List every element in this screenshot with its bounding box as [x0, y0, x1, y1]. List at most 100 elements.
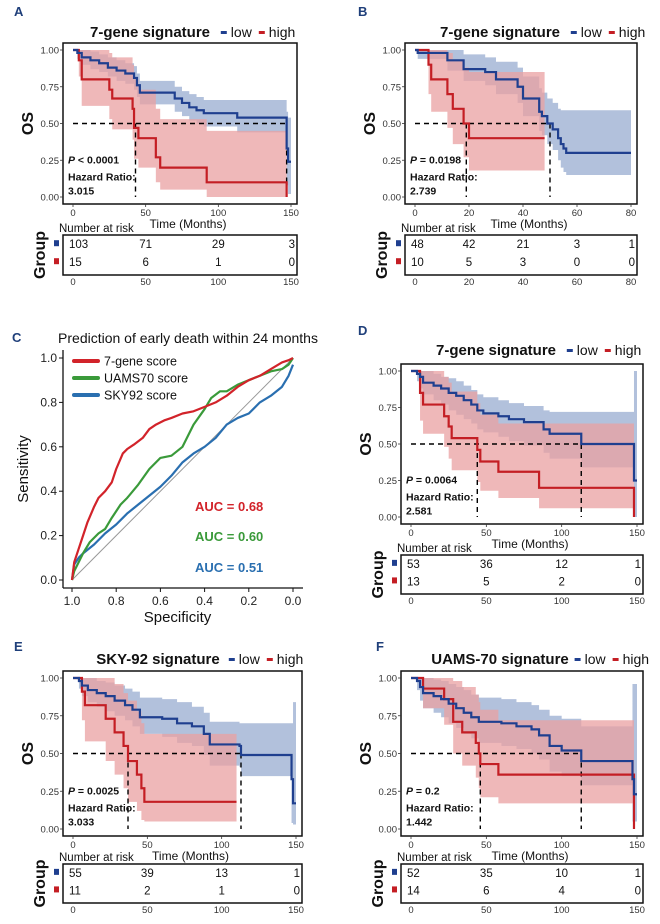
km-panel-b: 7-gene signature low high 0.00 0.25 0.50 0.75 1…: [362, 24, 645, 288]
y-tick-label: 1.00: [383, 46, 402, 57]
x-tick-label: 150: [629, 528, 645, 539]
legend-swatch-high: [608, 31, 615, 34]
legend-swatch-high: [266, 658, 273, 661]
risk-y-label: Group: [374, 231, 391, 279]
risk-swatch-high: [392, 577, 397, 584]
y-tick-label: 0.25: [379, 787, 398, 798]
plot-area: [73, 48, 291, 197]
x-axis-label: Time (Months): [152, 849, 229, 863]
risk-count-high: 6: [142, 257, 148, 269]
panel-label-f: F: [376, 639, 384, 654]
risk-count-low: 35: [480, 868, 493, 880]
risk-swatch-low: [54, 240, 59, 247]
y-axis-label: OS: [20, 112, 37, 135]
p-value: = 0.0198: [417, 154, 461, 166]
x-tick-label: 0.4: [196, 594, 213, 608]
panel-label-a: A: [14, 4, 24, 19]
risk-count-high: 0: [629, 257, 635, 269]
risk-x-tick-label: 100: [554, 596, 570, 607]
km-curve-high: [411, 369, 636, 517]
x-tick-label: 50: [481, 840, 492, 851]
plot-area: [411, 369, 637, 517]
chart-title: Prediction of early death within 24 mont…: [58, 330, 318, 346]
p-value: = 0.0064: [413, 475, 457, 487]
y-tick-label: 1.0: [40, 351, 57, 365]
risk-swatch-low: [392, 559, 397, 566]
y-tick-label: 0.50: [383, 119, 402, 130]
risk-count-low: 103: [69, 239, 88, 251]
panel-label-d: D: [358, 323, 367, 338]
risk-x-tick-label: 50: [481, 905, 492, 916]
legend-label: UAMS70 score: [104, 372, 188, 386]
x-tick-label: 0.8: [108, 594, 125, 608]
y-tick-label: 1.00: [41, 674, 60, 685]
auc-label: AUC = 0.60: [195, 529, 263, 544]
risk-x-tick-label: 150: [629, 905, 645, 916]
x-tick-label: 80: [626, 208, 637, 219]
x-tick-label: 60: [572, 208, 583, 219]
risk-count-low: 1: [635, 868, 641, 880]
km-panel-f: UAMS-70 signature low high 0.00 0.25 0.50 0.75…: [358, 651, 649, 916]
risk-x-tick-label: 0: [412, 277, 417, 288]
risk-x-tick-label: 50: [481, 596, 492, 607]
legend-label-high: high: [277, 651, 303, 667]
risk-count-low: 71: [139, 239, 152, 251]
y-tick-label: 0.0: [40, 573, 57, 587]
legend-label-low: low: [577, 342, 599, 358]
legend-label-high: high: [623, 651, 649, 667]
y-tick-label: 0.4: [40, 484, 57, 498]
risk-y-label: Group: [32, 859, 49, 907]
auc-label: AUC = 0.68: [195, 499, 263, 514]
risk-swatch-high: [54, 886, 59, 893]
y-tick-label: 1.00: [379, 674, 398, 685]
legend-swatch-low: [228, 658, 235, 661]
risk-swatch-low: [396, 240, 401, 247]
y-tick-label: 0.75: [379, 711, 398, 722]
x-tick-label: 50: [140, 208, 151, 219]
km-panel-e: SKY-92 signature low high 0.00 0.25 0.50 0.75 1…: [20, 651, 304, 916]
x-tick-label: 100: [210, 208, 226, 219]
roc-curve-sky92: [70, 364, 295, 581]
legend-label-high: high: [619, 24, 645, 40]
y-tick-label: 0.00: [379, 825, 398, 836]
y-tick-label: 0.50: [41, 119, 60, 130]
x-tick-label: 0: [408, 840, 413, 851]
risk-count-low: 1: [635, 559, 641, 571]
hazard-ratio-label: Hazard Ratio:: [68, 802, 136, 814]
x-axis-label: Time (Months): [492, 537, 569, 551]
roc-panel-c: Prediction of early death within 24 mont…: [15, 330, 318, 626]
x-tick-label: 100: [554, 840, 570, 851]
risk-y-label: Group: [32, 231, 49, 279]
hazard-ratio-label: Hazard Ratio:: [406, 492, 474, 504]
y-tick-label: 0.00: [379, 513, 398, 524]
risk-x-tick-label: 0: [70, 905, 75, 916]
roc-curve-7gene: [70, 357, 294, 581]
x-tick-label: 150: [629, 840, 645, 851]
km-curve-high: [73, 48, 288, 197]
legend-swatch-high: [612, 658, 619, 661]
risk-x-tick-label: 150: [629, 596, 645, 607]
risk-swatch-low: [392, 868, 397, 875]
p-value: = 0.2: [413, 785, 440, 797]
y-tick-label: 0.00: [41, 825, 60, 836]
chart-title: 7-gene signature: [440, 24, 560, 41]
p-symbol: P: [68, 785, 76, 797]
legend-label-high: high: [269, 24, 295, 40]
p-value-annotation: P = 0.0025: [68, 785, 119, 797]
y-axis-label: OS: [358, 742, 375, 765]
risk-x-tick-label: 150: [283, 277, 299, 288]
p-value-annotation: P < 0.0001: [68, 154, 119, 166]
y-axis-label: OS: [358, 432, 375, 455]
legend-label-low: low: [585, 651, 607, 667]
km-curve-low: [415, 48, 631, 154]
y-tick-label: 0.2: [40, 529, 57, 543]
risk-count-low: 48: [411, 239, 424, 251]
p-value-annotation: P = 0.0064: [406, 475, 457, 487]
x-tick-label: 0: [70, 208, 75, 219]
legend-label: 7-gene score: [104, 355, 177, 369]
hazard-ratio-value: 3.015: [68, 185, 94, 197]
y-tick-label: 0.75: [383, 82, 402, 93]
x-tick-label: 0.0: [285, 594, 302, 608]
risk-table-title: Number at risk: [59, 852, 134, 864]
